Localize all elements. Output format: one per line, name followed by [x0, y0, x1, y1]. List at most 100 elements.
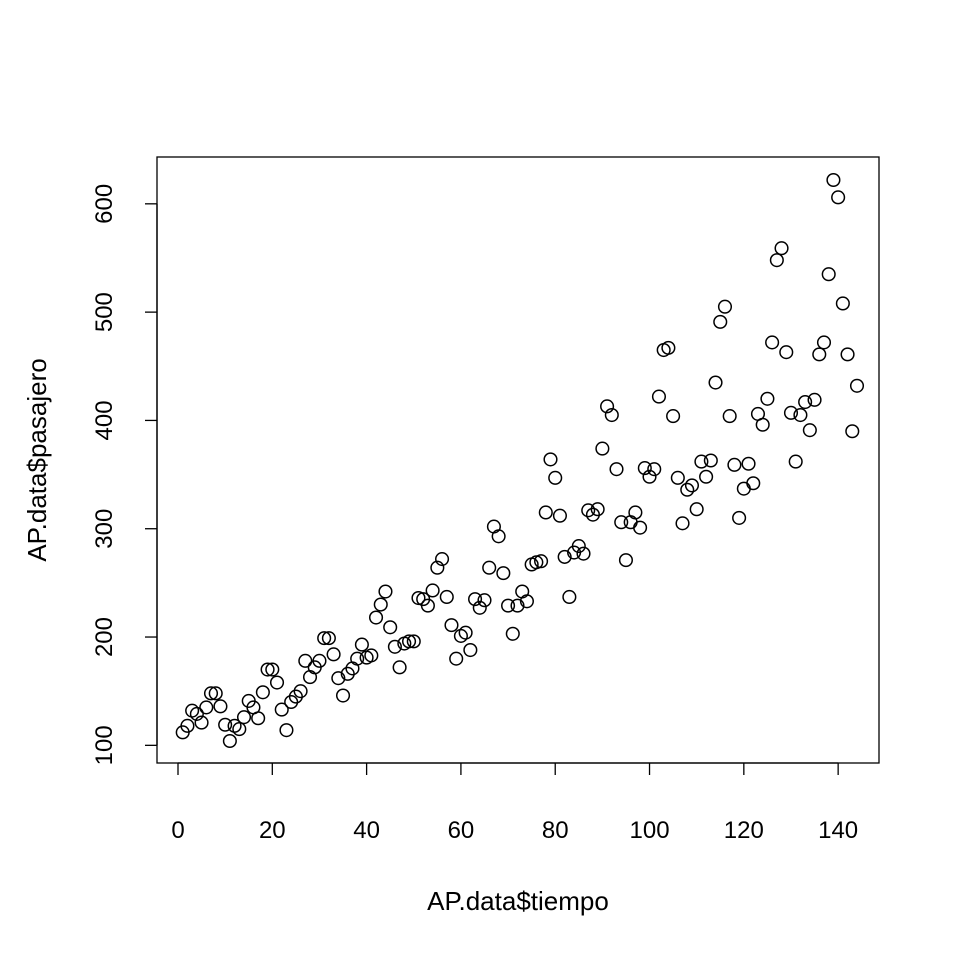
data-point	[543, 452, 558, 467]
data-point	[425, 583, 440, 598]
data-point	[203, 686, 219, 701]
data-point	[571, 539, 586, 554]
data-point	[666, 409, 681, 424]
data-point	[637, 461, 652, 476]
data-point	[491, 529, 506, 544]
data-point	[534, 554, 549, 569]
data-point	[444, 618, 459, 633]
data-point	[392, 660, 407, 675]
x-tick-label: 100	[630, 817, 670, 844]
data-point	[647, 462, 662, 477]
data-point	[458, 625, 473, 640]
data-point	[840, 347, 855, 362]
data-point	[849, 378, 865, 393]
data-point	[600, 399, 615, 414]
x-tick-label: 80	[542, 817, 569, 844]
data-point	[713, 314, 728, 329]
data-point	[595, 441, 610, 456]
data-point	[675, 516, 690, 531]
data-point	[439, 589, 454, 605]
data-point	[779, 345, 794, 360]
data-point	[618, 553, 634, 568]
y-axis-label: AP.data$pasajero	[22, 358, 52, 561]
data-point	[670, 470, 685, 485]
x-axis-label: AP.data$tiempo	[427, 886, 609, 916]
data-point	[590, 502, 605, 517]
data-point	[798, 394, 813, 410]
data-point	[468, 592, 483, 607]
data-point	[430, 560, 445, 575]
data-point	[477, 593, 492, 608]
data-point	[199, 700, 214, 715]
y-axis: 100 200 300 400 500 600	[91, 184, 158, 765]
data-point	[218, 717, 233, 732]
data-point	[793, 407, 808, 423]
data-point	[717, 299, 733, 314]
data-point	[496, 566, 511, 581]
x-axis: 0 20 40 60 80 100 120 140	[171, 762, 858, 844]
data-point	[354, 637, 369, 652]
data-point	[519, 594, 534, 609]
data-point	[774, 241, 789, 256]
data-point	[472, 600, 487, 615]
y-tick-label: 400	[91, 400, 118, 440]
data-point	[765, 335, 780, 350]
data-point	[651, 389, 667, 404]
data-point	[689, 502, 704, 517]
data-point	[633, 520, 648, 535]
data-point	[335, 688, 351, 703]
x-tick-label: 60	[448, 817, 475, 844]
data-point	[350, 651, 365, 666]
data-point	[222, 733, 237, 749]
data-point	[614, 515, 629, 530]
data-point	[694, 454, 709, 469]
data-point	[680, 482, 695, 497]
data-point	[368, 610, 384, 625]
data-point	[604, 407, 619, 423]
data-point	[708, 375, 723, 390]
data-point	[769, 253, 784, 268]
y-tick-label: 600	[91, 184, 118, 224]
data-point	[562, 589, 577, 605]
data-point	[501, 598, 516, 613]
x-tick-label: 20	[259, 817, 286, 844]
data-point	[321, 631, 336, 646]
y-tick-label: 200	[91, 617, 118, 657]
data-point	[699, 469, 714, 484]
data-point	[189, 706, 204, 721]
data-point	[180, 718, 195, 733]
data-point	[383, 620, 398, 635]
data-point	[265, 662, 280, 677]
data-points	[175, 172, 865, 749]
data-point	[788, 454, 803, 469]
data-point	[661, 340, 676, 355]
data-point	[317, 631, 332, 646]
data-point	[293, 684, 308, 699]
data-point	[236, 710, 252, 725]
data-point	[835, 296, 850, 311]
data-point	[802, 423, 817, 438]
y-tick-label: 300	[91, 509, 118, 549]
x-tick-label: 140	[818, 817, 858, 844]
y-tick-label: 500	[91, 292, 118, 332]
data-point	[746, 476, 761, 491]
data-point	[232, 722, 247, 737]
data-point	[845, 424, 860, 439]
data-point	[260, 662, 275, 677]
data-point	[208, 686, 223, 701]
data-point	[298, 653, 313, 668]
data-point	[548, 470, 563, 485]
data-point	[482, 560, 497, 575]
data-point	[435, 552, 450, 567]
data-point	[387, 639, 402, 654]
data-point	[463, 642, 478, 658]
data-point	[364, 648, 379, 663]
data-point	[831, 190, 846, 205]
data-point	[609, 462, 624, 477]
data-point	[821, 267, 836, 282]
y-tick-label: 100	[91, 725, 118, 765]
data-point	[326, 647, 341, 662]
data-point	[826, 172, 841, 188]
